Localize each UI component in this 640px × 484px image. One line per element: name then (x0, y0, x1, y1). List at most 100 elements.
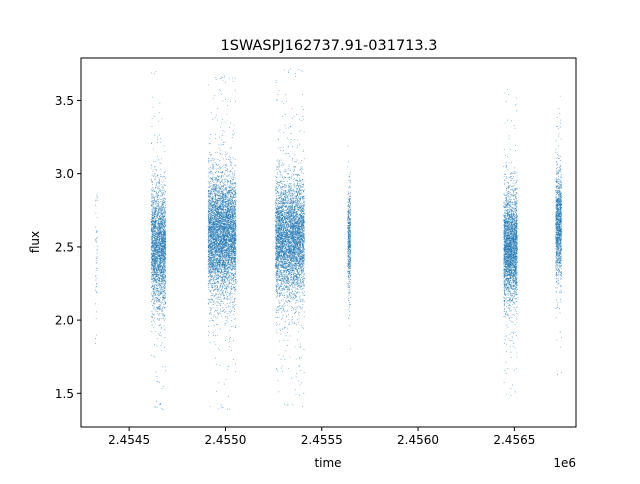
observing-season-3 (207, 75, 237, 410)
data-point (157, 265, 159, 267)
data-point (162, 281, 164, 283)
data-point (151, 292, 153, 294)
data-point (213, 320, 214, 322)
data-point (164, 234, 165, 236)
data-point (233, 262, 235, 264)
data-point (154, 216, 156, 218)
data-point (154, 258, 156, 260)
data-point (159, 228, 161, 230)
data-point (223, 75, 225, 77)
data-point (219, 303, 220, 304)
data-point (219, 277, 221, 279)
data-point (152, 279, 153, 280)
data-point (220, 122, 222, 124)
data-point (162, 212, 164, 214)
data-point (155, 261, 157, 263)
data-point (159, 233, 161, 235)
data-point (233, 216, 235, 218)
data-point (164, 208, 165, 210)
data-point (154, 218, 156, 220)
data-point (215, 343, 217, 345)
data-point (212, 206, 214, 208)
data-point (164, 185, 166, 187)
data-point (161, 207, 163, 208)
data-point (160, 227, 162, 229)
data-point (207, 268, 209, 270)
data-point (208, 262, 210, 264)
data-point (161, 281, 163, 283)
data-point (153, 287, 155, 289)
data-point (162, 199, 164, 201)
data-point (161, 195, 163, 197)
data-point (158, 201, 160, 203)
data-point (214, 285, 216, 287)
data-point (160, 286, 162, 288)
data-point (153, 267, 155, 269)
data-point (159, 291, 161, 293)
data-point (158, 201, 159, 203)
data-point (152, 252, 154, 254)
data-point (229, 305, 231, 307)
data-point (154, 207, 156, 209)
data-point (158, 254, 160, 256)
data-point (228, 283, 230, 285)
data-point (161, 230, 162, 232)
data-point (160, 269, 161, 271)
data-point (234, 293, 236, 295)
data-point (229, 272, 231, 274)
data-point (160, 317, 162, 319)
data-point (218, 203, 220, 205)
data-point (154, 256, 156, 258)
data-point (154, 344, 155, 346)
data-point (95, 267, 97, 269)
data-point (220, 297, 222, 299)
data-point (156, 406, 158, 408)
data-point (156, 213, 158, 215)
data-point (162, 305, 164, 307)
data-point (153, 242, 155, 244)
data-point (222, 183, 224, 185)
data-point (157, 136, 158, 138)
data-point (161, 243, 163, 245)
data-point (162, 296, 163, 298)
data-point (158, 214, 160, 216)
data-point (218, 147, 220, 149)
data-point (164, 229, 166, 231)
data-point (209, 172, 210, 174)
data-point (163, 221, 165, 223)
data-point (161, 246, 163, 247)
data-point (165, 190, 166, 192)
data-point (151, 118, 153, 119)
data-point (160, 207, 162, 209)
data-point (219, 180, 221, 182)
data-point (150, 301, 152, 302)
data-point (165, 257, 166, 259)
data-point (209, 151, 211, 153)
data-point (164, 220, 166, 222)
data-point (217, 267, 219, 269)
data-point (159, 181, 161, 183)
data-point (227, 295, 229, 297)
data-point (156, 208, 158, 210)
data-point (224, 210, 226, 212)
data-point (157, 203, 159, 205)
data-point (158, 303, 160, 305)
data-point (163, 266, 165, 267)
data-point (153, 219, 155, 221)
data-point (215, 285, 217, 287)
data-point (154, 289, 156, 291)
data-point (159, 220, 160, 222)
data-point (156, 214, 158, 216)
data-point (154, 254, 155, 256)
data-point (157, 264, 159, 266)
data-point (162, 409, 164, 411)
data-point (226, 257, 228, 259)
data-point (95, 260, 97, 261)
data-point (162, 202, 164, 204)
data-point (96, 258, 98, 260)
data-point (164, 319, 165, 321)
data-point (215, 288, 217, 290)
data-point (151, 277, 153, 279)
data-point (163, 234, 165, 235)
